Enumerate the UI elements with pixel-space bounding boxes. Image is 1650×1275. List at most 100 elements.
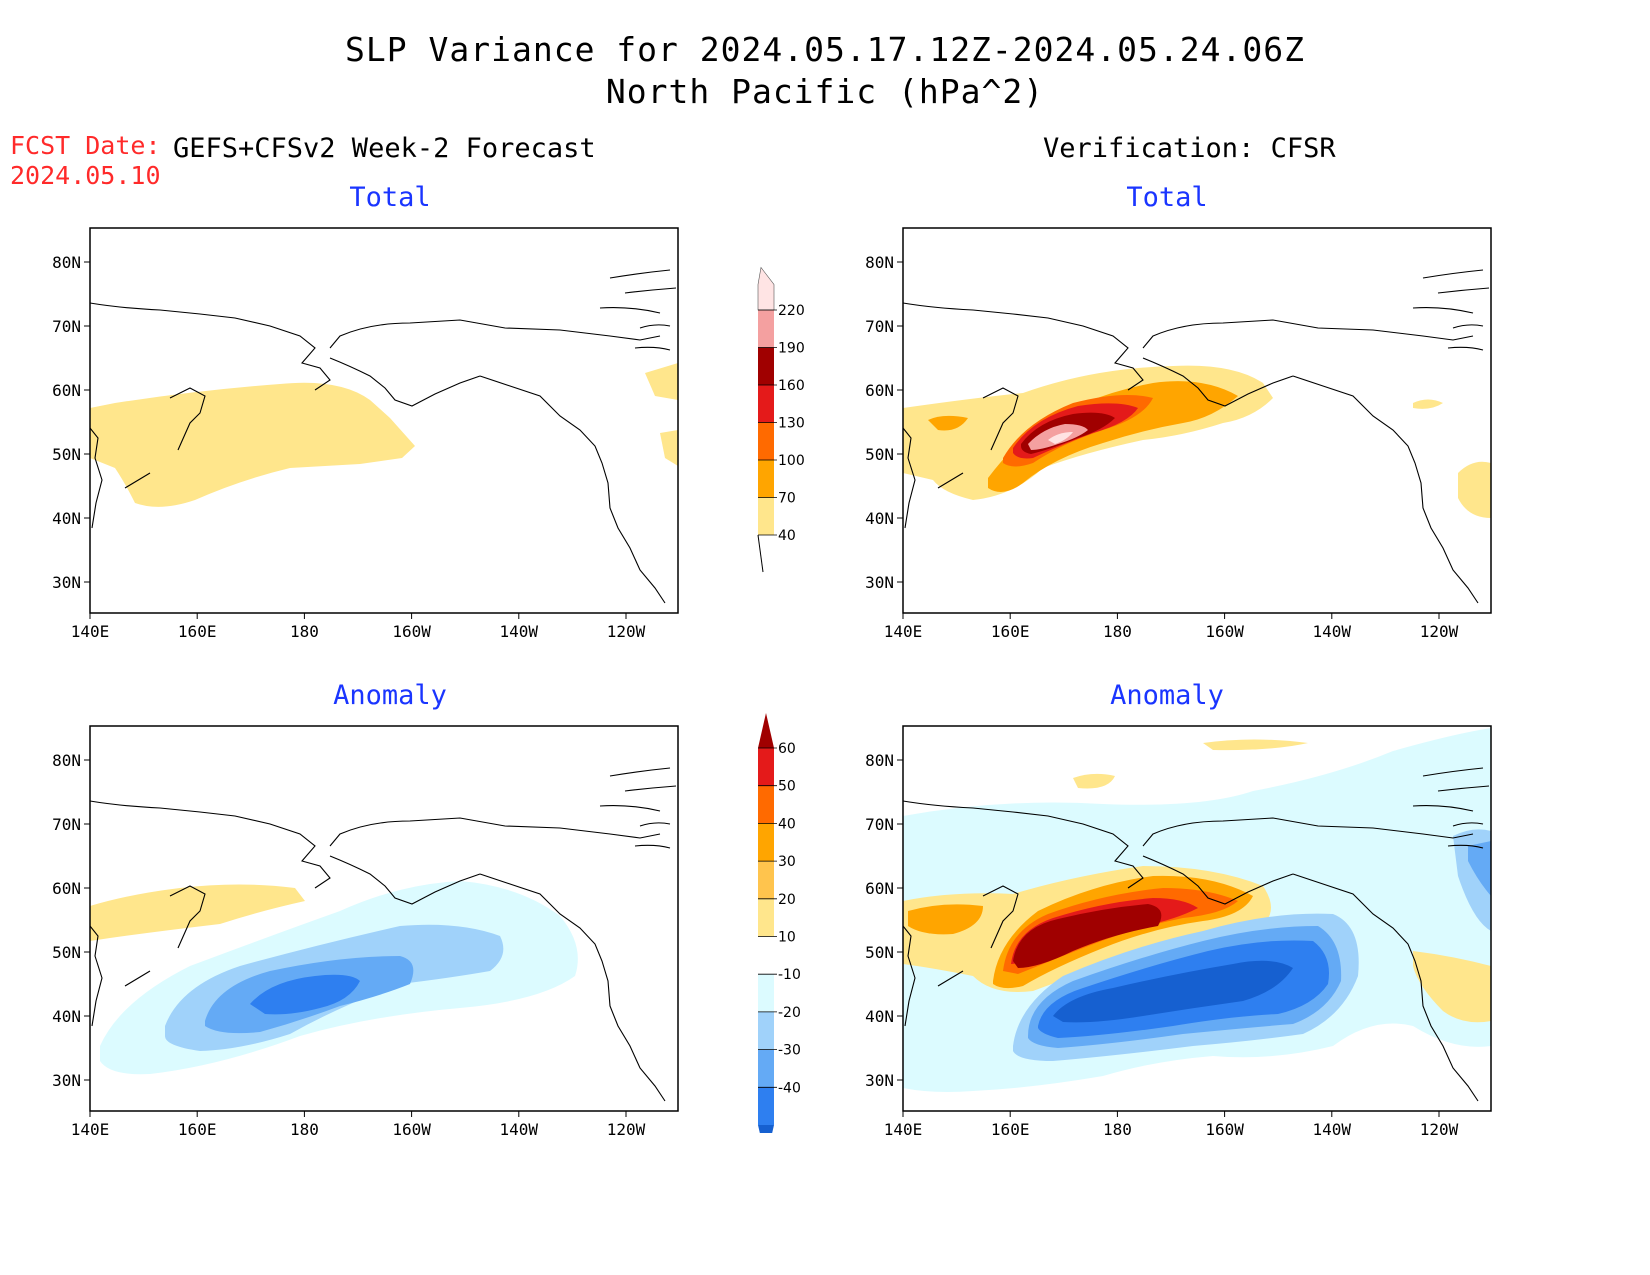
lon-tick-label: 120W: [607, 1120, 646, 1139]
lat-tick-label: 50N: [865, 445, 894, 464]
coastline-segment: [479, 375, 666, 604]
lon-tick-label: 160W: [1205, 1120, 1244, 1139]
colorbar-swatch: [758, 785, 774, 824]
map-axes: 140E 160E 180 160W 140W 120W 80N 70N 60N 50N 40N 30…: [865, 253, 1459, 641]
lon-tick-label: 160E: [991, 1120, 1030, 1139]
colorbar-swatch: [758, 422, 774, 460]
coastline-segment: [1447, 324, 1484, 351]
colorbar-label: 190: [778, 341, 805, 357]
colorbar-label: 50: [778, 779, 796, 795]
lat-tick-label: 30N: [865, 1071, 894, 1090]
lat-tick-label: 60N: [865, 381, 894, 400]
coastline-segment: [902, 800, 1144, 889]
coastline-segment: [479, 873, 666, 1102]
panel-title-verif-total: Total: [1126, 182, 1208, 213]
verification-column-title: Verification: CFSR: [1043, 133, 1336, 164]
lon-tick-label: 160W: [392, 1120, 431, 1139]
coastline-segment: [1142, 855, 1294, 905]
colorbar-swatch: [758, 823, 774, 862]
colorbar-label: -20: [778, 1005, 801, 1021]
coastline: [902, 269, 1490, 604]
lon-tick-label: 140W: [1313, 1120, 1352, 1139]
coastline-segment: [902, 925, 916, 1027]
coastline-segment: [1142, 817, 1474, 847]
colorbar-swatch: [758, 1087, 774, 1125]
lon-tick-label: 140W: [1313, 622, 1352, 641]
colorbar-label: 100: [778, 453, 805, 469]
colorbar-label: 70: [778, 491, 796, 507]
lat-tick-label: 80N: [52, 751, 81, 770]
lat-tick-label: 30N: [52, 573, 81, 592]
map-forecast-anomaly: 140E 160E 180 160W 140W 120W 80N 70N 60N 50N 40N 30…: [52, 725, 679, 1139]
lat-tick-label: 40N: [52, 1007, 81, 1026]
colorbar-anomaly: 60 50 40 30 20 10 -10 -20 -30 -40: [758, 713, 801, 1133]
map-verif-total: 140E 160E 180 160W 140W 120W 80N 70N 60N 50N 40N 30…: [865, 227, 1492, 641]
lat-tick-label: 60N: [865, 879, 894, 898]
colorbar-label: 160: [778, 378, 805, 394]
lon-tick-label: 140E: [884, 1120, 923, 1139]
coastline-segment: [1142, 357, 1294, 407]
lat-tick-label: 40N: [865, 1007, 894, 1026]
coastline-segment: [169, 387, 206, 451]
lon-tick-label: 120W: [607, 622, 646, 641]
colorbar-label: -10: [778, 967, 801, 983]
lat-tick-label: 70N: [52, 317, 81, 336]
map-forecast-total: 140E 160E 180 160W 140W 120W 80N 70N 60N 50N 40N 30…: [52, 227, 679, 641]
coastline-segment: [982, 885, 1019, 949]
lat-tick-label: 50N: [52, 445, 81, 464]
colorbar-label: 60: [778, 741, 796, 757]
lat-tick-label: 80N: [865, 253, 894, 272]
coastline-segment: [1142, 319, 1474, 349]
field-shading: [903, 365, 1491, 518]
coastline-segment: [89, 925, 103, 1027]
colorbar-top-arrow: [758, 713, 774, 748]
chart-subtitle-region: North Pacific (hPa^2): [605, 72, 1045, 111]
colorbar-label: 40: [778, 816, 796, 832]
lon-tick-label: 160E: [178, 622, 217, 641]
colorbar-swatch: [758, 497, 774, 535]
map-axes: 140E 160E 180 160W 140W 120W 80N 70N 60N 50N 40N 30…: [865, 751, 1459, 1139]
colorbar-label: -30: [778, 1043, 801, 1059]
lat-tick-label: 60N: [52, 381, 81, 400]
coastline-segment: [1447, 822, 1484, 849]
forecast-column-title: GEFS+CFSv2 Week-2 Forecast: [173, 133, 596, 164]
lon-tick-label: 140W: [500, 1120, 539, 1139]
colorbar-label: 40: [778, 528, 796, 544]
field-shading: [90, 363, 678, 507]
coastline-segment: [124, 472, 151, 489]
lon-tick-label: 140E: [71, 622, 110, 641]
field-shading: [903, 728, 1491, 1092]
colorbar-tail: [757, 534, 764, 573]
panel-title-verif-anomaly: Anomaly: [1110, 680, 1224, 711]
panel-title-forecast-total: Total: [349, 182, 431, 213]
fcst-date-label: FCST Date:: [10, 131, 161, 160]
coastline-segment: [124, 970, 151, 987]
lon-tick-label: 140E: [71, 1120, 110, 1139]
coastline-segment: [599, 767, 677, 812]
colorbar-swatch: [758, 1011, 774, 1050]
lon-tick-label: 120W: [1420, 1120, 1459, 1139]
lon-tick-label: 180: [1103, 1120, 1132, 1139]
coastline-segment: [329, 817, 661, 847]
colorbar-label: 30: [778, 854, 796, 870]
lon-tick-label: 180: [290, 1120, 319, 1139]
colorbar-swatch: [758, 347, 774, 385]
lat-tick-label: 70N: [52, 815, 81, 834]
lon-tick-label: 180: [290, 622, 319, 641]
coastline-segment: [937, 472, 964, 489]
coastline: [902, 767, 1490, 1102]
lat-tick-label: 70N: [865, 815, 894, 834]
colorbar-label: 20: [778, 892, 796, 908]
lon-tick-label: 140W: [500, 622, 539, 641]
coastline-segment: [902, 302, 1144, 391]
coastline-segment: [89, 427, 103, 529]
colorbar-swatch: [758, 936, 774, 975]
map-verif-anomaly: 140E 160E 180 160W 140W 120W 80N 70N 60N 50N 40N 30…: [865, 725, 1492, 1139]
coastline-segment: [1412, 269, 1490, 314]
colorbar-swatch: [758, 460, 774, 498]
colorbar-swatch: [757, 266, 775, 311]
map-axes: 140E 160E 180 160W 140W 120W 80N 70N 60N 50N 40N 30…: [52, 751, 646, 1139]
coastline-segment: [329, 855, 481, 905]
colorbar-swatch: [758, 1049, 774, 1088]
coastline-segment: [89, 800, 331, 889]
